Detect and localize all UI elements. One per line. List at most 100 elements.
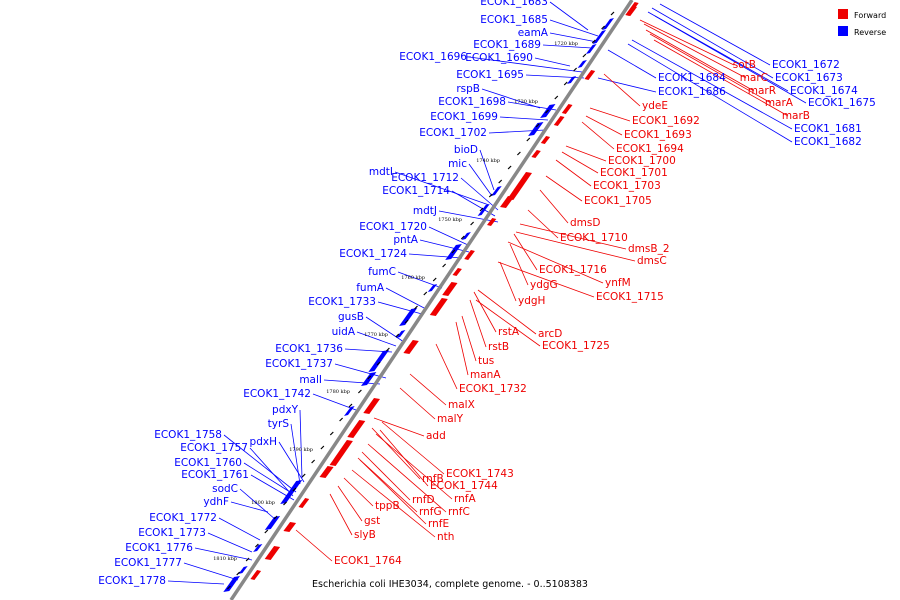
reverse-gene-arrow — [528, 122, 544, 136]
leader-arcd — [477, 289, 537, 335]
feature-mark — [601, 25, 606, 30]
forward-gene-arrow — [487, 218, 497, 226]
feature-mark — [292, 487, 297, 492]
leader-ecok1-1772 — [218, 517, 261, 541]
leader-ecok1-1776 — [194, 547, 253, 561]
forward-gene-arrow — [347, 420, 366, 438]
feature-mark — [563, 81, 568, 86]
leader-marc — [643, 23, 747, 79]
leader-ecok1-1673 — [651, 7, 774, 79]
leader-ecok1-1692 — [589, 107, 631, 122]
feature-mark — [226, 585, 231, 590]
feature-mark — [339, 417, 344, 422]
reverse-gene-arrow — [264, 516, 281, 530]
leader-dmsc — [515, 231, 636, 262]
reverse-gene-arrow — [427, 284, 438, 292]
leader-ecok1-1757 — [249, 447, 294, 497]
gene-label-ecok1-1733: ECOK1_1733 — [308, 296, 376, 308]
gene-label-ecok1-1703: ECOK1_1703 — [593, 180, 661, 192]
gene-label-rstb: rstB — [488, 341, 509, 353]
leader-fuma — [385, 287, 427, 310]
forward-gene-arrow — [264, 546, 281, 560]
gene-label-ecok1-1689: ECOK1_1689 — [473, 39, 541, 51]
leader-biod — [479, 149, 495, 191]
leader-rnfc — [367, 443, 447, 513]
leader-mdtj — [438, 210, 499, 223]
feature-mark — [460, 235, 465, 240]
scale-tick-label: 1720 kbp — [554, 41, 578, 47]
gene-label-mic: mic — [448, 158, 467, 170]
forward-gene-arrow — [561, 104, 573, 114]
reverse-gene-arrow — [344, 406, 355, 416]
gene-label-tyrs: tyrS — [268, 418, 290, 430]
gene-label-ydgh: ydgH — [518, 295, 545, 307]
legend-reverse-label: Reverse — [854, 28, 886, 37]
gene-label-ecok1-1732: ECOK1_1732 — [459, 383, 527, 395]
gene-label-ecok1-1690: ECOK1_1690 — [465, 52, 533, 64]
forward-gene-arrow — [553, 116, 565, 126]
scale-ticks: 1720 kbp 1730 kbp 1740 kbp 1750 kbp 1760 kbp… — [213, 41, 578, 562]
gene-label-pnta: pntA — [393, 234, 418, 246]
leader-ecok1-1684 — [607, 49, 657, 79]
feature-mark — [385, 347, 390, 352]
reverse-gene-arrow — [238, 566, 248, 574]
gene-label-ecok1-1736: ECOK1_1736 — [275, 343, 343, 355]
gene-labels: ECOK1_1683ECOK1_1685eamAECOK1_1689ECOK1_… — [98, 0, 876, 587]
gene-label-ecok1-1672: ECOK1_1672 — [772, 59, 840, 71]
leader-eama — [549, 32, 598, 43]
leader-ecok1-1777 — [183, 562, 239, 581]
leader-tus — [461, 315, 477, 362]
forward-gene-arrow — [540, 136, 551, 144]
gene-label-mdti: mdtI — [369, 166, 393, 178]
gene-label-ecok1-1712: ECOK1_1712 — [391, 172, 459, 184]
gene-label-eama: eamA — [518, 27, 549, 39]
gene-label-ecok1-1698: ECOK1_1698 — [438, 96, 506, 108]
gene-label-ecok1-1692: ECOK1_1692 — [632, 115, 700, 127]
leader-rnfd — [361, 451, 411, 501]
leader-ydgg — [509, 243, 529, 286]
leader-ecok1-1737 — [334, 363, 387, 379]
gene-label-mana: manA — [470, 369, 501, 381]
leader-dmsd — [539, 189, 569, 224]
leader-ecok1-1686 — [597, 77, 657, 93]
leader-ecok1-1724 — [408, 253, 463, 259]
gene-label-marb: marB — [782, 110, 810, 122]
reverse-gene-arrow — [577, 60, 587, 68]
gene-label-dmsb-2: dmsB_2 — [628, 243, 670, 255]
gene-label-ecok1-1686: ECOK1_1686 — [658, 86, 726, 98]
gene-label-ecok1-1764: ECOK1_1764 — [334, 555, 402, 567]
gene-label-ecok1-1778: ECOK1_1778 — [98, 575, 166, 587]
feature-mark — [254, 543, 259, 548]
leader-ecok1-1760 — [243, 462, 291, 493]
feature-mark — [573, 67, 578, 72]
gene-label-add: add — [426, 430, 446, 442]
leader-maly — [399, 387, 436, 420]
forward-gene-arrow — [429, 298, 448, 316]
leader-ecok1-1716 — [513, 233, 538, 271]
scale-tick-label: 1790 kbp — [289, 447, 313, 453]
gene-label-pdxy: pdxY — [272, 404, 299, 416]
forward-gene-arrow — [531, 150, 541, 158]
leader-ecok1-1681 — [631, 39, 793, 130]
reverse-gene-arrow — [223, 576, 240, 592]
leader-rsta — [473, 291, 497, 333]
feature-mark — [311, 459, 316, 464]
feature-mark — [301, 473, 306, 478]
gene-label-ecok1-1674: ECOK1_1674 — [790, 85, 858, 97]
forward-gene-arrow — [500, 196, 514, 208]
feature-mark — [367, 375, 372, 380]
leader-rspb — [481, 88, 541, 109]
scale-tick-label: 1770 kbp — [364, 332, 388, 338]
gene-label-sotb: sotB — [733, 59, 756, 71]
leader-pdxy — [299, 409, 303, 479]
gene-label-marc: marC — [740, 72, 768, 84]
leader-ecok1-1725 — [475, 299, 541, 347]
leader-ecok1-1705 — [545, 175, 583, 202]
leader-ecok1-1732 — [435, 343, 458, 390]
feature-mark — [610, 11, 615, 16]
leader-ecok1-1700 — [565, 145, 607, 162]
feature-mark — [498, 179, 503, 184]
gene-label-ecok1-1776: ECOK1_1776 — [125, 542, 193, 554]
feature-mark — [283, 501, 287, 506]
leader-rstb — [469, 299, 487, 348]
